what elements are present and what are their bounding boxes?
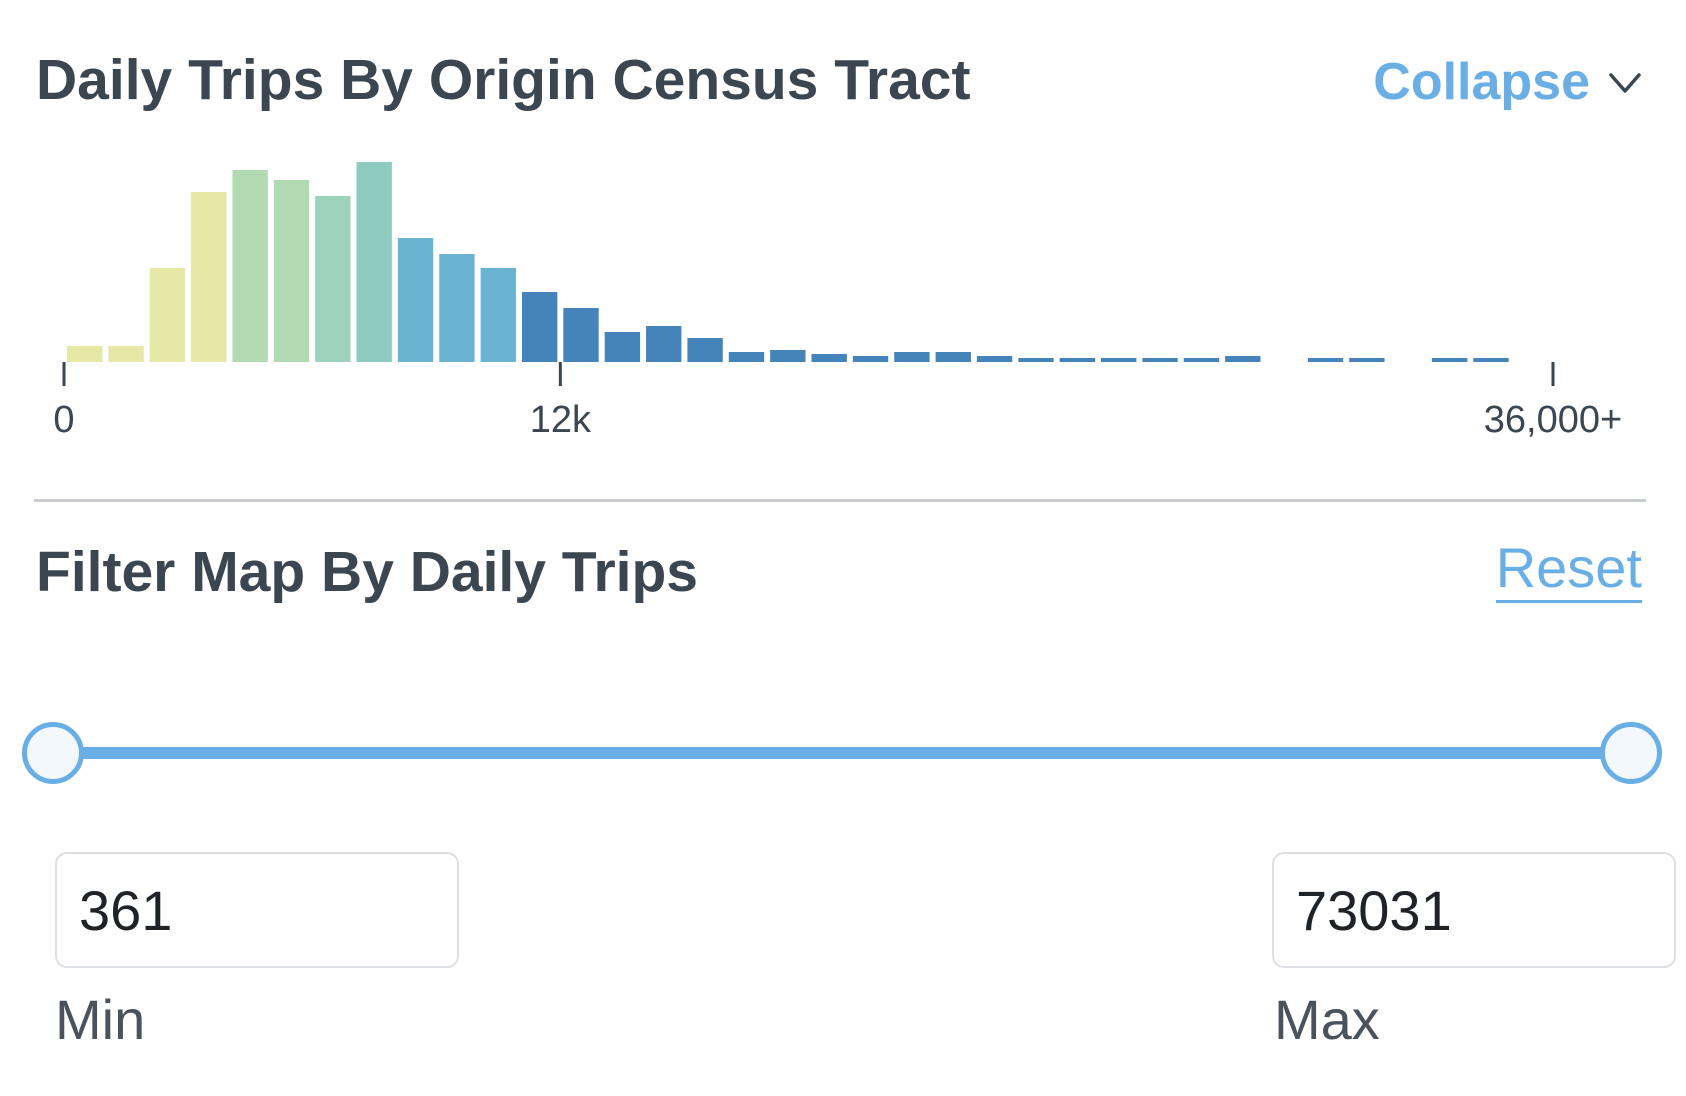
reset-link[interactable]: Reset xyxy=(1495,540,1642,603)
histogram-bar xyxy=(480,268,516,362)
collapse-button[interactable]: Collapse xyxy=(1373,56,1642,108)
histogram-bar xyxy=(1059,358,1096,362)
histogram-bar xyxy=(232,170,268,362)
collapse-label: Collapse xyxy=(1373,53,1590,111)
histogram-bar xyxy=(1431,358,1468,362)
histogram-bar xyxy=(894,352,930,362)
section-divider xyxy=(34,499,1646,502)
slider-handle-max[interactable] xyxy=(1600,722,1662,784)
histogram-bar xyxy=(728,352,765,362)
min-input[interactable] xyxy=(55,852,459,968)
histogram-bar xyxy=(397,238,434,362)
max-label: Max xyxy=(1274,988,1380,1051)
histogram-bar xyxy=(149,268,186,362)
histogram-title: Daily Trips By Origin Census Tract xyxy=(36,48,971,112)
histogram-bar xyxy=(521,292,558,362)
histogram-bar xyxy=(1225,356,1261,362)
histogram-bar xyxy=(1349,358,1385,362)
histogram-bar xyxy=(273,180,310,362)
histogram-bar xyxy=(67,346,103,362)
histogram-bar xyxy=(811,354,847,362)
histogram-bar xyxy=(935,352,971,362)
slider-track[interactable] xyxy=(52,747,1632,759)
histogram-bar xyxy=(315,196,351,362)
histogram-bar xyxy=(687,338,723,362)
max-input[interactable] xyxy=(1272,852,1676,968)
x-axis-tick-label: 12k xyxy=(530,399,592,441)
histogram-bar xyxy=(108,346,144,362)
x-axis-tick-label: 36,000+ xyxy=(1484,399,1622,441)
histogram-bar xyxy=(439,254,475,362)
histogram-bar xyxy=(976,356,1013,362)
histogram-bar xyxy=(1307,358,1344,362)
histogram-bar xyxy=(1183,358,1220,362)
histogram-bar xyxy=(604,332,641,362)
filter-title: Filter Map By Daily Trips xyxy=(36,540,699,604)
histogram-bar xyxy=(563,308,599,362)
histogram-bar xyxy=(356,162,392,362)
min-label: Min xyxy=(55,988,146,1051)
range-slider[interactable] xyxy=(22,722,1662,784)
histogram-bar xyxy=(646,326,682,362)
trips-histogram: 0 12k 36,000+ xyxy=(53,162,1622,441)
x-axis-tick-label: 0 xyxy=(53,399,74,441)
histogram-bar xyxy=(770,350,806,362)
histogram-bar xyxy=(1101,358,1137,362)
chevron-down-icon xyxy=(1609,73,1641,93)
histogram-bar xyxy=(1142,358,1178,362)
histogram-bar xyxy=(852,356,889,362)
slider-handle-min[interactable] xyxy=(22,722,84,784)
histogram-bar xyxy=(1018,358,1054,362)
histogram-bar xyxy=(191,192,227,362)
histogram-bar xyxy=(1473,358,1509,362)
